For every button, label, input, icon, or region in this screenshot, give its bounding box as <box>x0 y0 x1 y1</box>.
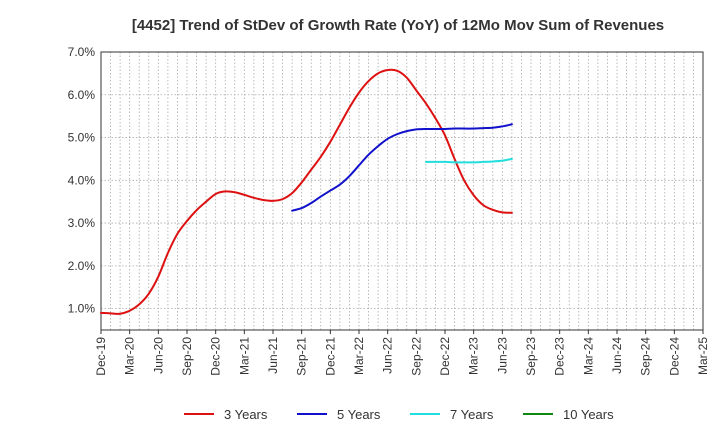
x-tick-label: Jun-24 <box>610 337 624 374</box>
series-line-7-years <box>424 157 513 164</box>
x-tick-label: Sep-24 <box>639 337 653 376</box>
y-tick-label: 2.0% <box>68 259 96 273</box>
x-tick-label: Sep-21 <box>295 337 309 376</box>
legend-label-5-years: 5 Years <box>337 407 381 422</box>
x-tick-label: Mar-24 <box>581 337 595 375</box>
y-tick-label: 3.0% <box>68 216 96 230</box>
x-tick-label: Dec-23 <box>553 337 567 376</box>
legend-label-3-years: 3 Years <box>224 407 268 422</box>
x-tick-label: Sep-22 <box>409 337 423 376</box>
x-tick-label: Dec-20 <box>209 337 223 376</box>
x-tick-label: Dec-22 <box>438 337 452 376</box>
legend: 3 Years 5 Years 7 Years 10 Years <box>184 407 614 422</box>
x-tick-label: Mar-22 <box>352 337 366 375</box>
x-tick-label: Mar-25 <box>696 337 710 375</box>
x-tick-label: Sep-20 <box>180 337 194 376</box>
chart-title: [4452] Trend of StDev of Growth Rate (Yo… <box>132 17 664 34</box>
grid <box>101 51 703 330</box>
x-tick-label: Mar-21 <box>237 337 251 375</box>
x-tick-label: Jun-20 <box>151 337 165 374</box>
y-tick-label: 5.0% <box>68 131 96 145</box>
legend-label-7-years: 7 Years <box>450 407 494 422</box>
y-tick-label: 7.0% <box>68 45 96 59</box>
series-line-5-years <box>291 123 513 212</box>
y-tick-label: 4.0% <box>68 173 96 187</box>
x-tick-label: Sep-23 <box>524 337 538 376</box>
x-tick-label: Dec-19 <box>94 337 108 376</box>
plot-frame <box>100 51 704 331</box>
series-line-3-years <box>100 68 513 315</box>
x-tick-label: Jun-22 <box>381 337 395 374</box>
series-lines <box>100 68 513 315</box>
x-tick-label: Dec-24 <box>667 337 681 376</box>
y-tick-label: 1.0% <box>68 302 96 316</box>
x-tick-label: Dec-21 <box>323 337 337 376</box>
axes: 1.0% 2.0% 3.0% 4.0% 5.0% 6.0% 7.0% Dec-19 Mar-20… <box>68 45 710 376</box>
x-tick-label: Mar-23 <box>467 337 481 375</box>
x-tick-label: Jun-21 <box>266 337 280 374</box>
legend-label-10-years: 10 Years <box>563 407 614 422</box>
x-tick-label: Jun-23 <box>495 337 509 374</box>
y-tick-label: 6.0% <box>68 88 96 102</box>
x-tick-label: Mar-20 <box>123 337 137 375</box>
plot-area <box>101 52 703 330</box>
